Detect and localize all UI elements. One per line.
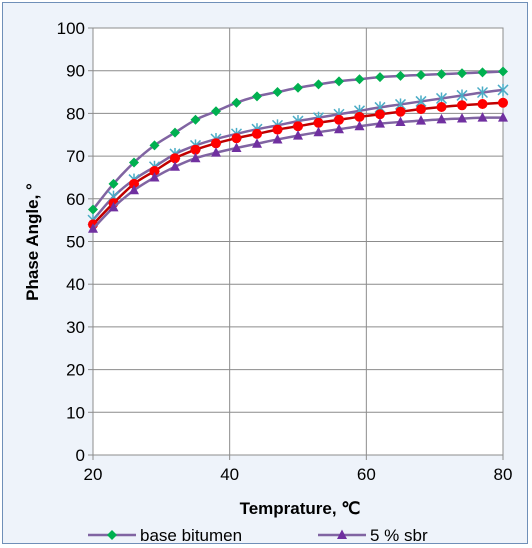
- y-tick-label: 90: [66, 62, 85, 81]
- data-point: [293, 121, 303, 132]
- legend-label: base bitumen: [140, 526, 242, 545]
- y-tick-label: 10: [66, 403, 85, 422]
- y-tick-label: 70: [66, 147, 85, 166]
- data-point: [108, 201, 119, 212]
- x-tick-label: 40: [220, 465, 239, 484]
- data-point: [272, 124, 283, 135]
- data-point: [129, 184, 139, 195]
- data-point: [170, 127, 180, 138]
- data-point: [354, 74, 365, 85]
- data-point: [477, 99, 488, 110]
- data-point: [252, 128, 262, 139]
- data-point: [395, 70, 406, 81]
- data-point: [149, 140, 160, 151]
- data-point: [170, 161, 180, 171]
- data-point: [231, 133, 242, 144]
- x-tick-label: 20: [84, 465, 103, 484]
- data-point: [477, 67, 488, 78]
- data-point: [272, 133, 283, 144]
- y-tick-label: 0: [76, 446, 85, 465]
- data-point: [497, 83, 509, 96]
- data-point: [170, 153, 180, 164]
- data-point: [334, 76, 344, 87]
- data-point: [395, 106, 406, 117]
- data-point: [436, 113, 447, 124]
- data-point: [416, 104, 426, 115]
- data-point: [334, 114, 344, 125]
- data-point: [436, 69, 447, 80]
- data-point: [498, 97, 508, 108]
- axes: [88, 27, 504, 460]
- data-point: [456, 89, 468, 102]
- data-point: [375, 118, 385, 128]
- legend-item: 5 % sbr: [318, 526, 428, 545]
- data-point: [477, 112, 488, 122]
- series-3: [88, 112, 508, 233]
- data-point: [334, 123, 344, 134]
- legend-marker: [107, 530, 117, 540]
- data-point: [313, 79, 324, 90]
- data-point: [129, 157, 139, 168]
- y-tick-label: 40: [66, 275, 85, 294]
- legend-marker: [337, 529, 347, 539]
- data-point: [231, 142, 242, 152]
- data-point: [457, 100, 467, 111]
- data-point: [476, 86, 489, 99]
- data-point: [129, 178, 139, 189]
- data-point: [231, 97, 242, 108]
- data-point: [395, 116, 406, 126]
- data-point: [190, 152, 201, 163]
- data-point: [190, 144, 201, 155]
- data-point: [375, 109, 385, 120]
- data-point: [498, 112, 508, 122]
- y-tick-label: 50: [66, 233, 85, 252]
- data-point: [457, 113, 467, 123]
- data-point: [252, 138, 262, 148]
- data-point: [272, 87, 283, 98]
- data-point: [354, 111, 365, 122]
- data-point: [211, 138, 221, 149]
- data-point: [375, 72, 385, 83]
- tick-labels: 0 10 20 30 40 50 60 70 80 90 100 20 40 60 80: [57, 19, 513, 484]
- y-tick-label: 20: [66, 361, 85, 380]
- data-point: [313, 117, 324, 128]
- data-point: [211, 106, 221, 117]
- legend-label: 5 % sbr: [370, 526, 428, 545]
- data-point: [88, 204, 98, 215]
- y-tick-label: 80: [66, 104, 85, 123]
- data-point: [498, 66, 508, 77]
- legend-item: base bitumen: [88, 526, 242, 545]
- x-axis-title: Temprature, ℃: [240, 499, 361, 518]
- x-tick-label: 60: [357, 465, 376, 484]
- series-0: [88, 66, 508, 215]
- x-tick-label: 80: [494, 465, 513, 484]
- series-2: [88, 97, 508, 230]
- series-layer: [87, 66, 509, 233]
- data-point: [211, 147, 221, 157]
- data-point: [149, 166, 160, 177]
- data-point: [457, 68, 467, 79]
- y-tick-label: 60: [66, 190, 85, 209]
- y-axis-title: Phase Angle, °: [23, 183, 42, 301]
- plot-border: [92, 27, 504, 456]
- y-tick-label: 30: [66, 318, 85, 337]
- data-point: [293, 82, 303, 93]
- y-tick-label: 100: [57, 19, 85, 38]
- legend: base bitumen 5 % sbr: [88, 526, 428, 545]
- data-point: [354, 120, 365, 131]
- data-point: [149, 171, 160, 182]
- data-point: [293, 130, 303, 140]
- data-point: [252, 91, 262, 102]
- data-point: [416, 115, 426, 125]
- data-point: [88, 223, 98, 233]
- data-point: [190, 114, 201, 125]
- data-point: [436, 101, 447, 112]
- data-point: [313, 126, 324, 137]
- data-point: [416, 69, 426, 80]
- data-point: [108, 178, 119, 189]
